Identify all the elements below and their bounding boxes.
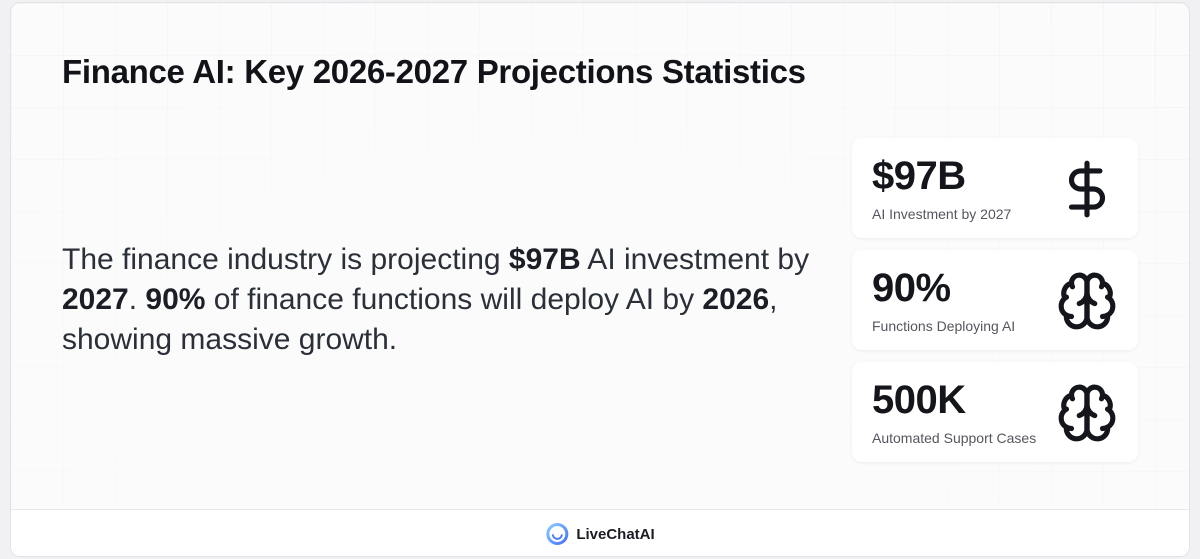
- stat-value: $97B: [872, 154, 966, 198]
- summary-highlight: 90%: [145, 283, 206, 316]
- summary-text: The finance industry is projecting: [62, 243, 509, 276]
- stat-value: 500K: [872, 378, 966, 422]
- brand: LiveChatAI: [545, 522, 655, 546]
- stat-label: Functions Deploying AI: [872, 318, 1016, 334]
- footer: LiveChatAI: [11, 509, 1189, 556]
- infographic-card: Finance AI: Key 2026-2027 Projections St…: [10, 2, 1190, 557]
- summary-highlight: 2026: [702, 283, 770, 316]
- summary-text: of finance functions will deploy AI by: [205, 283, 703, 316]
- summary-paragraph: The finance industry is projecting $97B …: [62, 240, 822, 360]
- page-title: Finance AI: Key 2026-2027 Projections St…: [62, 53, 806, 90]
- brain-icon: [1056, 270, 1118, 332]
- stat-card-support: 500K Automated Support Cases: [852, 362, 1138, 462]
- brain-icon: [1056, 382, 1118, 444]
- brand-name: LiveChatAI: [576, 525, 655, 543]
- summary-highlight: $97B: [508, 243, 581, 276]
- stat-cards: $97B AI Investment by 2027 90% Functions…: [852, 138, 1138, 474]
- summary-text: AI investment by: [580, 243, 810, 276]
- stat-label: Automated Support Cases: [872, 430, 1037, 446]
- stat-card-investment: $97B AI Investment by 2027: [852, 138, 1138, 238]
- stat-value: 90%: [872, 266, 951, 310]
- stat-label: AI Investment by 2027: [872, 206, 1012, 222]
- livechatai-logo-icon: [545, 522, 569, 546]
- summary-highlight: 2027: [62, 283, 129, 316]
- summary-text: .: [128, 283, 146, 316]
- dollar-sign-icon: [1056, 158, 1118, 220]
- summary-text: , showing massive growth.: [62, 283, 778, 356]
- stat-card-functions: 90% Functions Deploying AI: [852, 250, 1138, 350]
